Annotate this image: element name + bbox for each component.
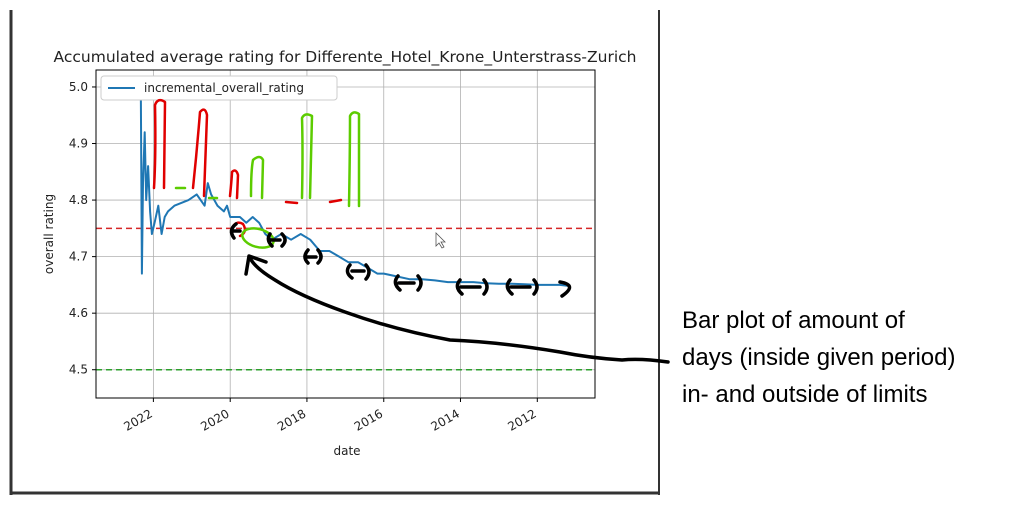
black-bracket-5 [393,274,423,292]
x-tick-label: 2016 [352,406,385,433]
red-dash-mark-1 [284,200,299,205]
black-hand-marks [229,222,670,364]
legend-box [100,75,338,101]
black-bracket-3 [303,248,323,265]
y-tick-label: 4.8 [69,193,88,207]
black-bracket-4 [345,263,371,281]
y-tick-label: 4.5 [69,363,88,377]
x-tick-label: 2020 [198,406,231,433]
red-bar-mark-2 [191,108,209,198]
annotation-arrow-line [248,256,670,364]
y-axis-label: overall rating [42,194,56,274]
y-tick-label: 4.6 [69,306,88,320]
annotation-line-1: Bar plot of amount of [682,307,905,334]
green-ellipse-mark [241,227,275,249]
plot-area-frame [95,69,596,399]
annotation-arrow-head [244,254,268,276]
x-tick-label: 2018 [275,406,308,433]
black-bracket-2 [266,232,287,248]
black-bracket-6 [455,278,489,296]
black-bracket-1 [229,222,242,240]
y-axis-ticks: 4.5 4.6 4.7 4.8 4.9 5.0 [69,80,96,377]
black-bracket-8 [558,280,572,298]
grid-lines [96,70,595,398]
mouse-cursor-icon [435,232,446,249]
y-tick-label: 4.7 [69,250,88,264]
x-tick-label: 2014 [429,406,462,433]
y-tick-label: 5.0 [69,80,88,94]
x-tick-label: 2022 [121,406,154,433]
chart-title: Accumulated average rating for Different… [54,48,637,67]
green-bar-mark-2 [300,113,314,200]
red-bar-mark-1 [152,98,167,190]
black-bracket-7 [505,278,539,296]
y-tick-label: 4.9 [69,137,88,151]
annotation-line-2: days (inside given period) [682,344,956,371]
green-bar-mark-3 [347,111,361,208]
legend-label: incremental_overall_rating [144,81,304,95]
annotation-line-3: in- and outside of limits [682,381,928,408]
limit-lines [96,227,595,371]
green-bar-mark-1 [249,155,265,200]
green-hand-marks [174,111,361,249]
annotation-text: Bar plot of amount of days (inside given… [682,302,1012,413]
x-axis-ticks: 2022 2020 2018 2016 2014 2012 [121,398,539,434]
red-dash-mark-2 [328,198,343,204]
red-bar-mark-3 [228,169,240,200]
x-tick-label: 2012 [505,406,538,433]
legend: incremental_overall_rating [100,75,338,101]
x-axis-label: date [333,444,360,458]
